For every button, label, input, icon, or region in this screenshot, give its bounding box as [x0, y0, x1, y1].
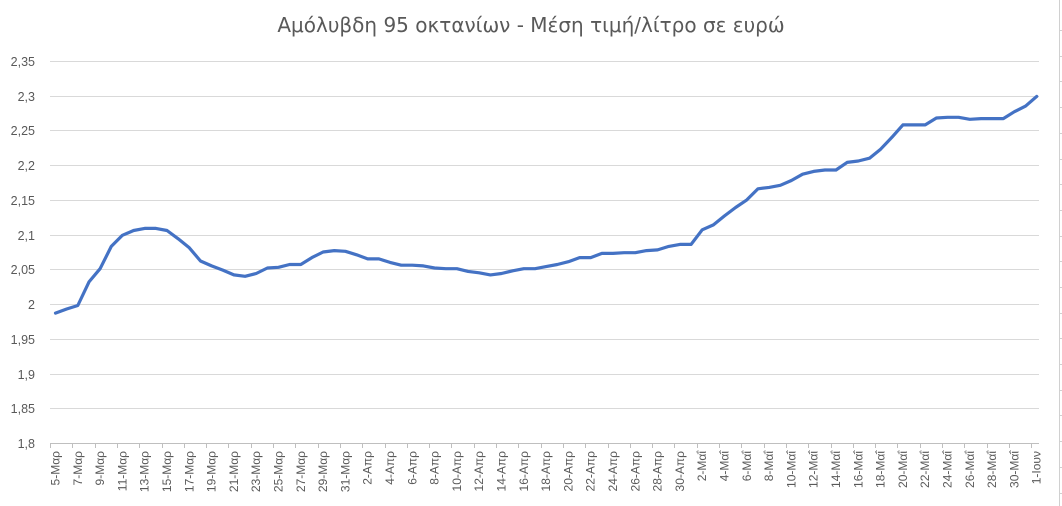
x-tick-label: 15-Μαρ: [160, 451, 174, 492]
x-tick-label: 28-Απρ: [651, 451, 665, 492]
x-tick-label: 8-Μαΐ: [762, 450, 776, 482]
x-tick-label: 26-Απρ: [628, 451, 642, 492]
x-tick-label: 23-Μαρ: [249, 451, 263, 492]
x-tick-label: 13-Μαρ: [138, 451, 152, 492]
x-axis: 5-Μαρ 7-Μαρ 9-Μαρ 11-Μαρ 13-Μαρ 15-Μαρ 17-Μαρ 1…: [49, 443, 1044, 492]
x-tick-label: 26-Μαΐ: [963, 450, 977, 488]
x-tick-label: 12-Απρ: [472, 451, 486, 492]
x-tick-label: 29-Μαρ: [316, 451, 330, 492]
x-tick-label: 11-Μαρ: [115, 451, 129, 491]
x-tick-label: 10-Απρ: [450, 451, 464, 492]
price-line: [53, 94, 1039, 315]
y-tick-label: 2,05: [11, 263, 35, 277]
x-tick-label: 22-Μαΐ: [918, 450, 932, 488]
y-tick-label: 2,3: [18, 90, 35, 104]
x-tick-label: 24-Μαΐ: [941, 450, 955, 488]
y-tick-label: 2,1: [18, 229, 35, 243]
x-tick-label: 14-Απρ: [495, 451, 509, 492]
y-tick-label: 2,2: [18, 159, 35, 173]
x-tick-label: 5-Μαρ: [49, 451, 63, 486]
x-tick-label: 31-Μαρ: [338, 451, 352, 492]
x-tick-label: 22-Απρ: [584, 451, 598, 492]
y-tick-label: 1,95: [11, 333, 35, 347]
y-tick-label: 1,9: [18, 368, 35, 382]
y-tick-label: 2: [28, 298, 35, 312]
x-tick-label: 27-Μαρ: [294, 451, 308, 492]
x-tick-label: 16-Μαΐ: [851, 450, 865, 488]
y-axis: 1,8 1,85 1,9 1,95 2 2,05 2,1 2,15 2,2 2,25 2,3 2,35: [11, 55, 35, 451]
x-tick-label: 21-Μαρ: [227, 451, 241, 492]
y-tick-label: 1,85: [11, 402, 35, 416]
x-tick-label: 4-Μαΐ: [718, 450, 732, 482]
x-tick-label: 18-Μαΐ: [874, 450, 888, 488]
x-tick-label: 30-Απρ: [673, 451, 687, 492]
gridlines: [50, 61, 1039, 444]
x-tick-label: 25-Μαρ: [272, 451, 286, 492]
x-tick-label: 28-Μαΐ: [985, 450, 999, 488]
x-tick-label: 17-Μαρ: [182, 451, 196, 492]
x-tick-label: 19-Μαρ: [205, 451, 219, 492]
x-tick-label: 14-Μαΐ: [829, 450, 843, 488]
x-tick-label: 20-Απρ: [561, 451, 575, 492]
x-tick-label: 24-Απρ: [606, 451, 620, 492]
x-tick-label: 2-Μαΐ: [695, 450, 709, 482]
x-tick-label: 6-Μαΐ: [740, 450, 754, 482]
y-tick-label: 2,25: [11, 124, 35, 138]
x-tick-label: 12-Μαΐ: [807, 450, 821, 488]
x-tick-label: 16-Απρ: [517, 451, 531, 492]
x-tick-label: 6-Απρ: [405, 451, 419, 485]
x-tick-label: 7-Μαρ: [71, 451, 85, 486]
x-tick-label: 18-Απρ: [539, 451, 553, 492]
x-tick-label: 8-Απρ: [428, 451, 442, 485]
chart-title: Αμόλυβδη 95 οκτανίων - Μέση τιμή/λίτρο σ…: [277, 13, 785, 37]
x-tick-label: 20-Μαΐ: [896, 450, 910, 488]
y-tick-label: 2,15: [11, 194, 35, 208]
x-tick-label: 4-Απρ: [383, 451, 397, 485]
x-tick-label: 10-Μαΐ: [784, 450, 798, 488]
x-tick-label: 30-Μαΐ: [1007, 450, 1021, 488]
x-tick-label: 9-Μαρ: [93, 451, 107, 486]
y-tick-label: 2,35: [11, 55, 35, 69]
y-tick-label: 1,8: [18, 437, 35, 451]
x-tick-label: 1-Ιουν: [1030, 451, 1044, 484]
x-tick-label: 2-Απρ: [361, 451, 375, 485]
